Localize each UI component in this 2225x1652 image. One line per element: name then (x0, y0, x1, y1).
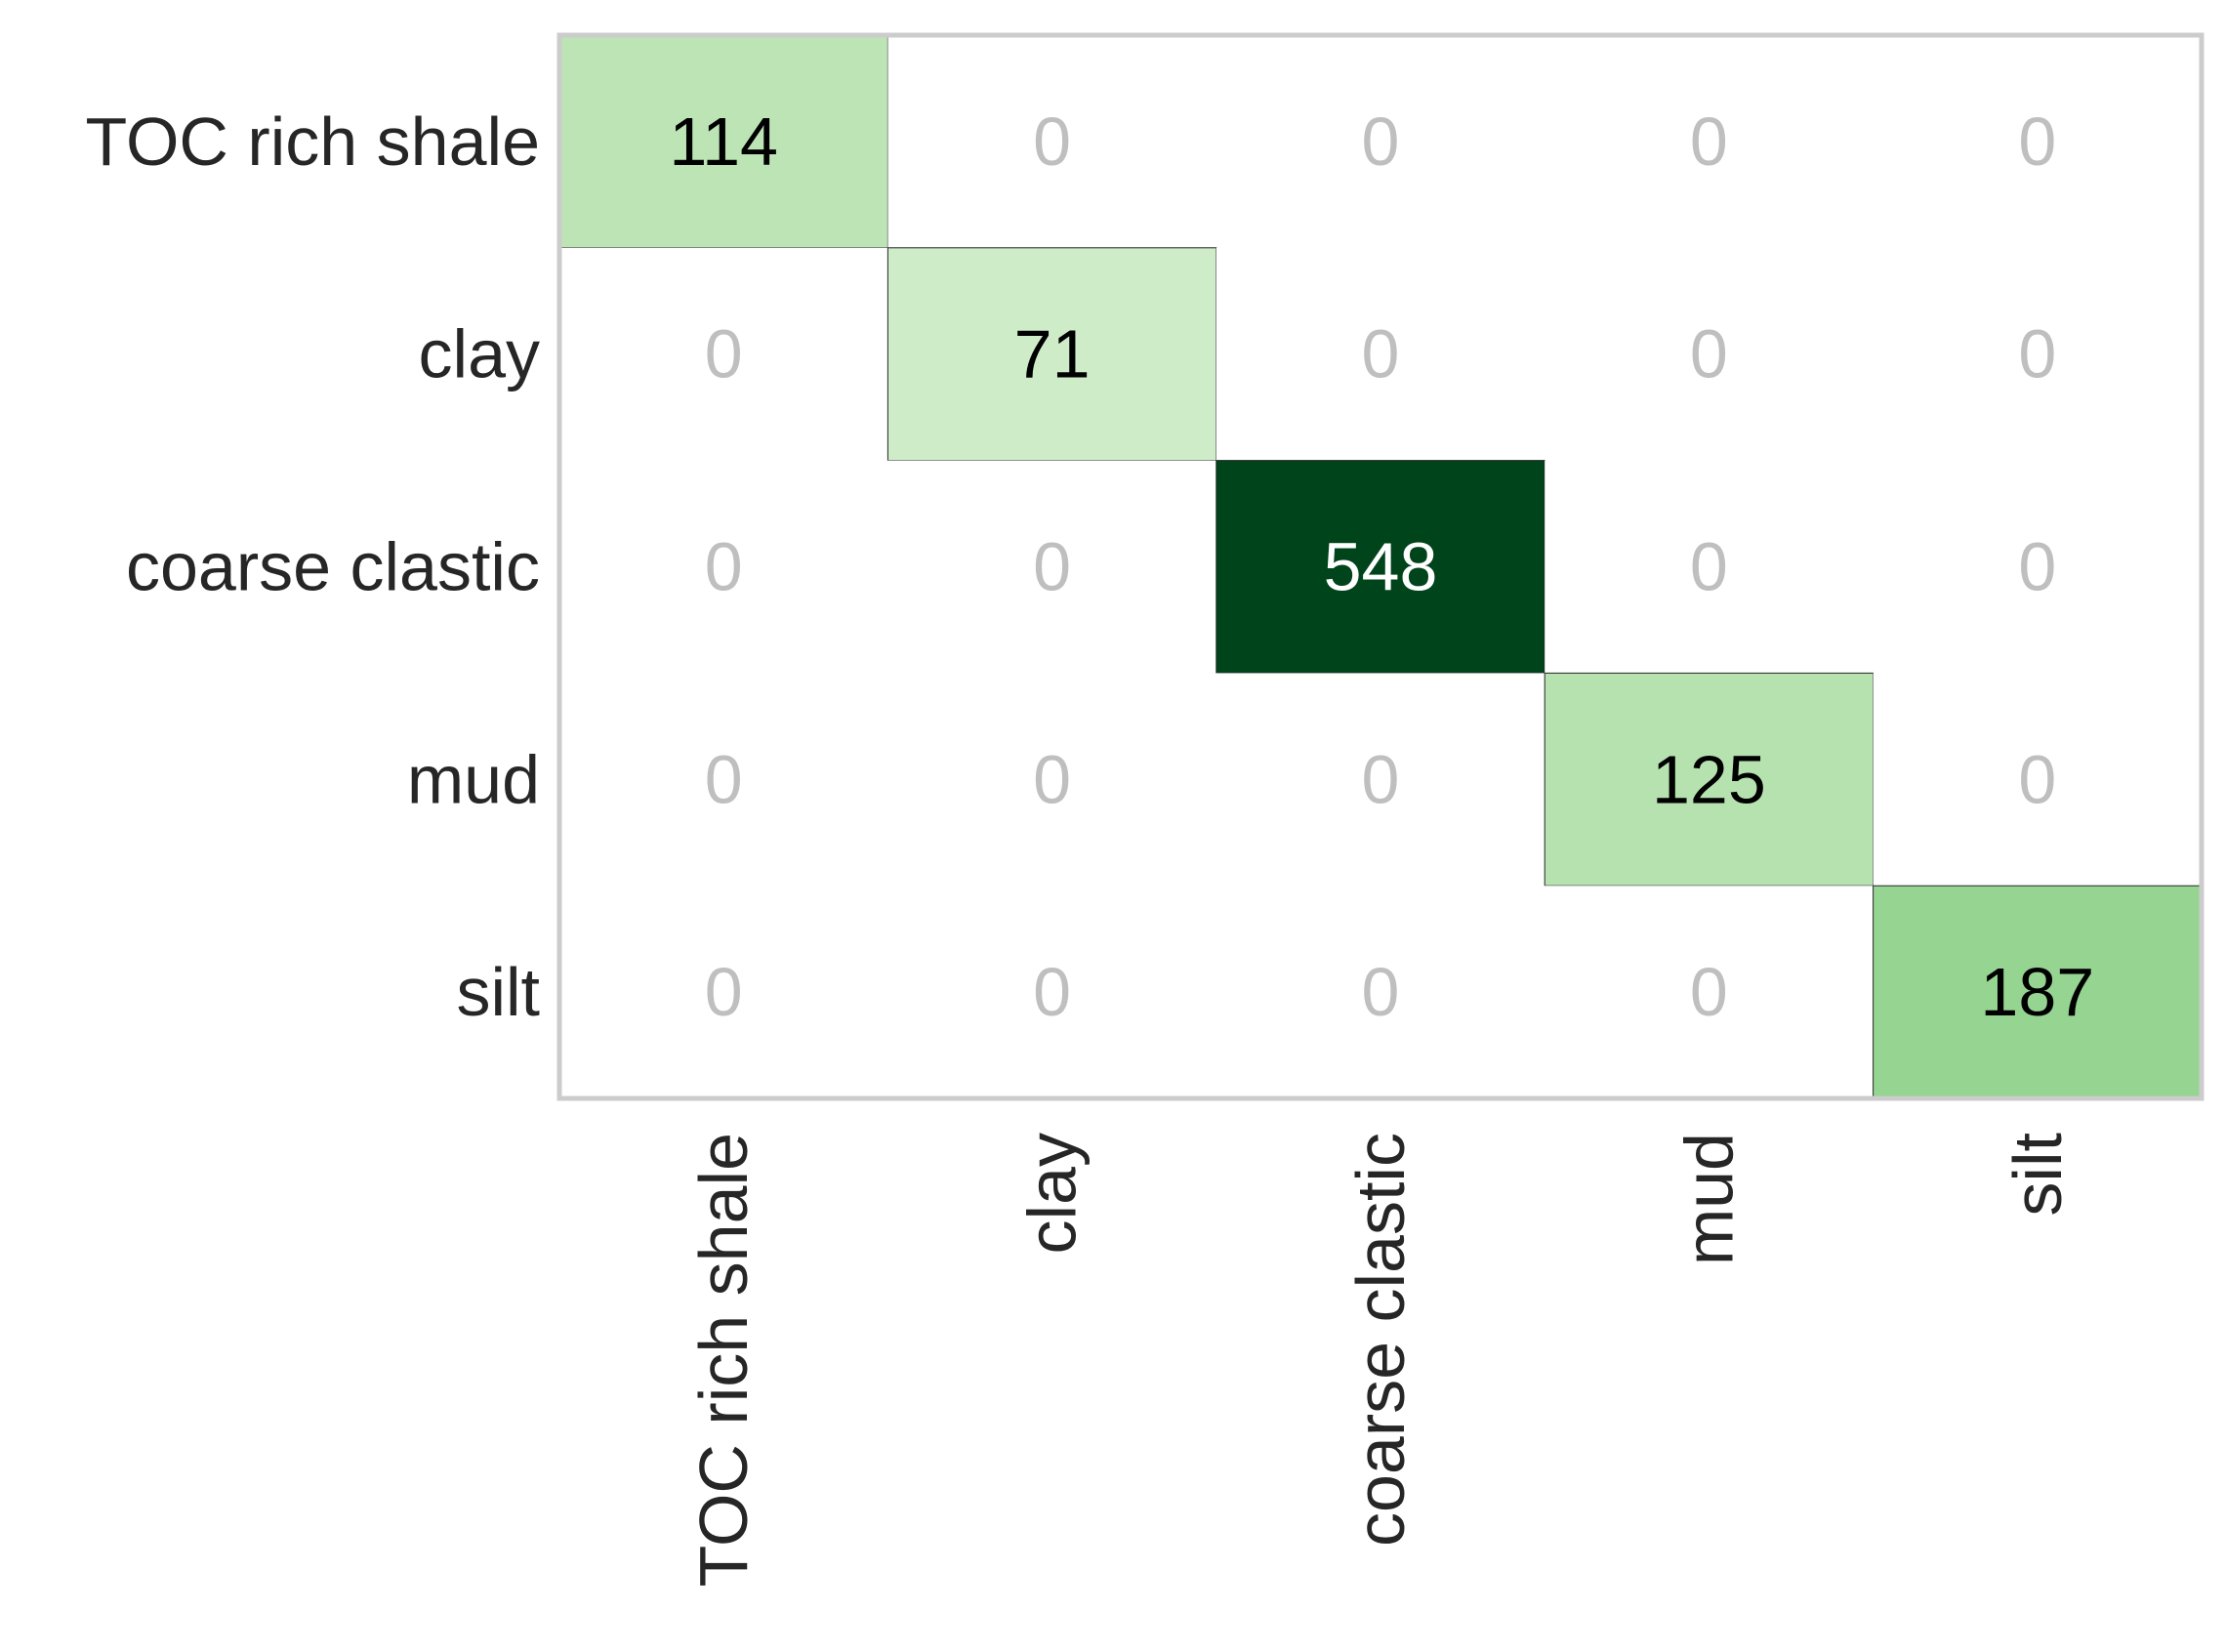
heatmap-cell-r1-c2 (1216, 247, 1545, 461)
heatmap-cell-r0-c3 (1545, 35, 1874, 248)
heatmap-cell-r2-c4 (1873, 460, 2202, 674)
cell-value-label: 0 (2018, 103, 2056, 180)
heatmap-cell-r0-c4 (1873, 35, 2202, 248)
heatmap-cell-r2-c0 (559, 460, 888, 674)
cell-value-label: 0 (1362, 316, 1400, 392)
cell-value-label: 0 (2018, 529, 2056, 605)
cell-value-label: 0 (1690, 954, 1728, 1030)
cell-value-label: 0 (705, 316, 743, 392)
cell-value-label: 0 (2018, 741, 2056, 817)
cell-value-label: 0 (1690, 529, 1728, 605)
cell-value-label: 0 (705, 741, 743, 817)
y-tick-label: coarse clastic (126, 529, 540, 605)
heatmap-cell-r1-c3 (1545, 247, 1874, 461)
heatmap-cell-r4-c4 (1873, 885, 2203, 1099)
heatmap-cell-r0-c1 (887, 35, 1216, 248)
heatmap-cell-r4-c2 (1216, 886, 1545, 1098)
cell-value-label: 0 (1362, 741, 1400, 817)
x-tick-label: clay (1014, 1133, 1091, 1254)
cell-value-label: 0 (2018, 316, 2056, 392)
heatmap-cell-r2-c2 (1216, 460, 1545, 674)
cell-value-label: 71 (1014, 316, 1091, 392)
heatmap-cell-r2-c3 (1545, 460, 1874, 674)
cell-value-label: 0 (1690, 103, 1728, 180)
cell-value-label: 125 (1652, 741, 1766, 817)
heatmap-cell-r3-c3 (1544, 672, 1875, 887)
cell-value-label: 0 (1033, 741, 1071, 817)
heatmap-value-labels: 114 0 0 0 0 0 71 0 0 0 0 0 548 0 0 0 0 0 125 0 0 0 0 0 187 (669, 103, 2094, 1030)
x-tick-labels: TOC rich shale clay coarse clastic mud silt (685, 1133, 2076, 1588)
x-tick-label: TOC rich shale (685, 1133, 762, 1588)
heatmap-cell-r1-c4 (1873, 247, 2202, 461)
y-tick-label: silt (456, 954, 540, 1030)
x-tick-label: coarse clastic (1342, 1133, 1419, 1547)
heatmap-cell-r1-c0 (559, 247, 888, 461)
cell-value-label: 0 (1362, 103, 1400, 180)
heatmap-cell-r3-c0 (559, 673, 888, 887)
cell-value-label: 0 (1033, 103, 1071, 180)
heatmap-cell-r0-c0 (558, 34, 888, 249)
cell-value-label: 0 (1690, 316, 1728, 392)
cell-value-label: 0 (1362, 954, 1400, 1030)
y-tick-labels: TOC rich shale clay coarse clastic mud silt (85, 103, 540, 1030)
cell-value-label: 0 (1033, 529, 1071, 605)
y-tick-label: clay (419, 316, 540, 392)
cell-value-label: 114 (669, 103, 778, 180)
cell-value-label: 548 (1324, 529, 1438, 605)
y-tick-label: mud (407, 741, 540, 817)
x-tick-label: mud (1670, 1133, 1747, 1265)
cell-value-label: 187 (1980, 954, 2094, 1030)
heatmap-cells (558, 34, 2203, 1099)
heatmap-cell-r4-c1 (887, 886, 1216, 1098)
cell-value-label: 0 (705, 954, 743, 1030)
plot-frame (556, 32, 2204, 1101)
y-tick-label: TOC rich shale (85, 103, 540, 180)
heatmap-cell-r3-c1 (887, 673, 1216, 887)
x-tick-label: silt (1999, 1133, 2076, 1217)
cell-value-label: 0 (705, 529, 743, 605)
heatmap-cell-r4-c3 (1545, 886, 1874, 1098)
heatmap-cell-r2-c1 (887, 460, 1216, 674)
heatmap-cell-r3-c2 (1216, 673, 1545, 887)
heatmap-cell-r3-c4 (1873, 673, 2202, 887)
heatmap-cell-r0-c2 (1216, 35, 1545, 248)
cell-value-label: 0 (1033, 954, 1071, 1030)
heatmap-cell-r4-c0 (559, 886, 888, 1098)
